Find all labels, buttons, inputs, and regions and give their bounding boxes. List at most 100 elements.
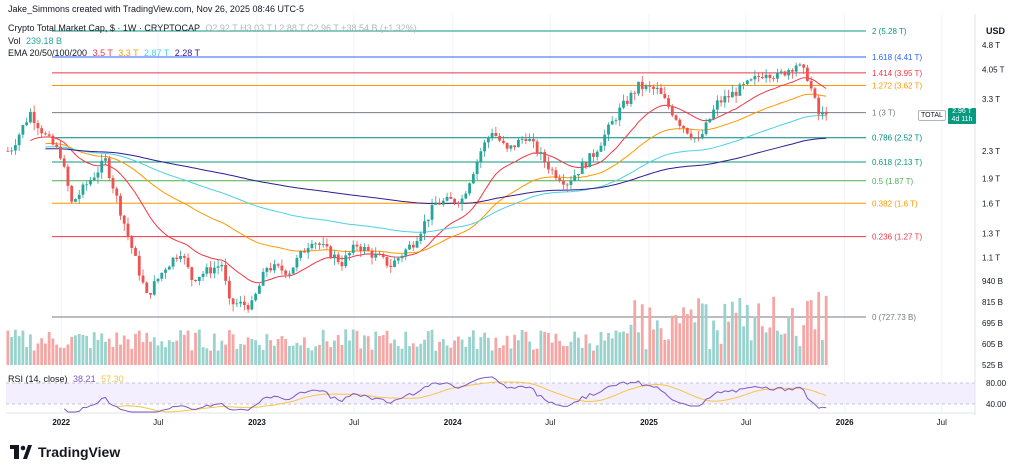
volume-bar (498, 347, 502, 365)
candle-body (179, 256, 182, 259)
candle-body (25, 122, 29, 126)
candle-body (351, 244, 355, 253)
candle-body (513, 145, 517, 148)
price-axis-label: 940 B (982, 277, 1003, 286)
volume-bar (531, 349, 535, 365)
candle-body (6, 150, 10, 152)
volume-bar (738, 297, 742, 365)
candle-body (100, 160, 104, 173)
price-axis[interactable]: 4.8 T 4.05 T 3.3 T 2.3 T 1.9 T 1.6 T 1.3 T 1.1 … (974, 14, 1005, 415)
volume-bar (734, 312, 738, 365)
volume-bar (727, 321, 731, 365)
volume-bar (783, 333, 787, 365)
volume-legend[interactable]: Vol 239.18 B (8, 36, 62, 47)
candle-body (85, 184, 89, 186)
volume-bar (366, 336, 370, 365)
volume-bar (62, 347, 66, 365)
volume-bar (310, 350, 314, 365)
candle-body (809, 81, 813, 89)
volume-bar (261, 349, 265, 365)
candle-body (738, 84, 742, 96)
price-axis-label: 695 B (982, 319, 1003, 328)
chart-grid (60, 14, 943, 412)
time-axis[interactable]: 2022 Jul 2023 Jul 2024 Jul 2025 Jul 2026 Jul (6, 412, 975, 427)
candle-body (51, 135, 55, 145)
candle-body (355, 244, 359, 247)
candle-body (239, 301, 243, 304)
candle-body (167, 266, 171, 270)
fib-level-label: 1.414 (3.95 T) (872, 69, 922, 78)
volume-bar (291, 345, 295, 365)
candle-body (134, 247, 137, 256)
candle-body (652, 86, 655, 89)
candle-body (663, 93, 667, 99)
volume-bar (464, 346, 468, 365)
candle-body (577, 173, 580, 176)
volume-bar (659, 328, 663, 365)
volume-bar (490, 350, 494, 365)
volume-bar (179, 330, 182, 365)
volume-bar (164, 347, 167, 365)
candle-body (137, 255, 141, 276)
volume-bar (130, 348, 134, 365)
volume-bar (13, 329, 17, 365)
candle-body (592, 153, 595, 157)
volume-bar (712, 320, 715, 365)
ema-legend[interactable]: EMA 20/50/100/200 3.5 T 3.3 T 2.87 T 2.2… (8, 48, 200, 59)
volume-bar (145, 332, 149, 365)
candle-body (734, 91, 738, 96)
candle-body (235, 303, 239, 305)
volume-bar (730, 301, 734, 365)
candle-body (89, 180, 92, 185)
candle-body (712, 109, 715, 119)
candle-body (558, 178, 562, 181)
rsi-value: 38.21 (73, 374, 96, 384)
bar-countdown: 4d 11h (951, 115, 973, 123)
volume-bar (509, 348, 513, 365)
candle-body (723, 96, 727, 103)
volume-bar (197, 329, 201, 365)
volume-bar (224, 344, 228, 365)
volume-bar (404, 331, 408, 365)
candle-body (757, 76, 761, 77)
volume-bar (456, 336, 460, 365)
volume-bar (614, 330, 618, 365)
candle-body (182, 256, 186, 258)
volume-bar (708, 349, 712, 365)
candle-body (284, 270, 288, 275)
candle-body (430, 204, 434, 220)
candle-body (246, 305, 250, 310)
volume-bar (284, 339, 288, 365)
time-axis-label: Jul (545, 418, 555, 427)
volume-bar (257, 344, 261, 365)
volume-value: 239.18 B (26, 36, 63, 46)
candle-body (272, 264, 276, 271)
symbol-name[interactable]: Crypto Total Market Cap, $ · 1W · CRYPTO… (8, 23, 200, 33)
volume-bar (408, 346, 411, 365)
volume-bar (539, 330, 543, 365)
rsi-legend[interactable]: RSI (14, close) 38.21 57.30 (8, 374, 124, 385)
fib-level-label: 0.618 (2.13 T) (872, 158, 922, 167)
volume-bar (565, 346, 569, 365)
candle-body (378, 253, 381, 255)
volume-bar (389, 343, 393, 365)
candle-body (257, 285, 261, 294)
candle-body (550, 169, 554, 171)
volume-bar (599, 331, 603, 365)
volume-bar (520, 330, 524, 365)
candle-body (584, 162, 588, 168)
symbol-line[interactable]: Crypto Total Market Cap, $ · 1W · CRYPTO… (8, 23, 417, 34)
volume-bar (36, 343, 40, 365)
candle-body (164, 269, 167, 273)
currency-label[interactable]: USD (986, 26, 1006, 36)
candle-body (817, 97, 821, 115)
volume-bar (704, 304, 708, 365)
volume-bar (85, 335, 89, 365)
tradingview-logo[interactable]: TradingView (10, 444, 120, 460)
volume-bar (790, 308, 794, 365)
candle-body (783, 71, 787, 76)
candle-body (715, 100, 719, 110)
candle-body (370, 250, 374, 258)
volume-bar (156, 345, 160, 365)
